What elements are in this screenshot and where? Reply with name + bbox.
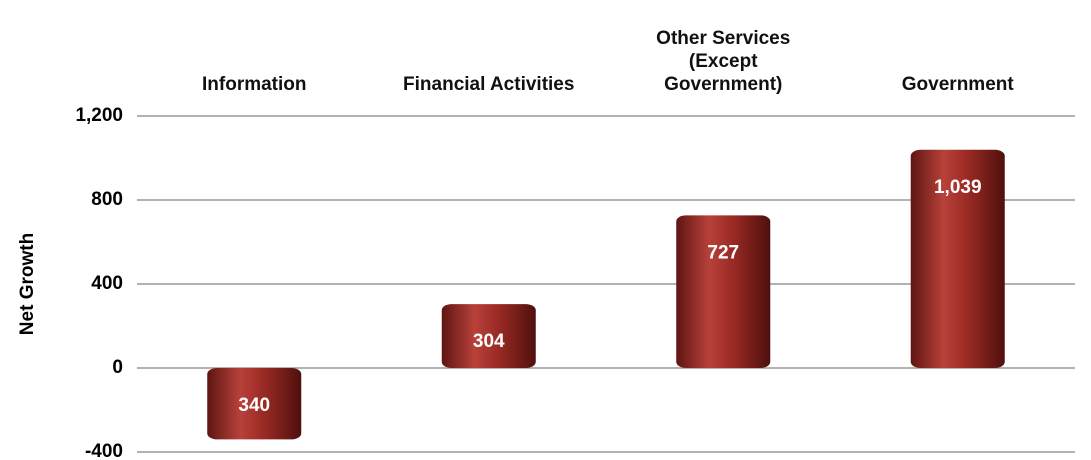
bar [441, 304, 536, 368]
y-tick-label: 400 [91, 273, 123, 294]
category-label: Other Services (Except Government) [656, 28, 791, 95]
category-label: Information [202, 74, 307, 95]
y-tick-label: 1,200 [75, 105, 123, 126]
bar [207, 368, 302, 440]
data-label: 727 [707, 242, 739, 263]
data-label: 1,039 [934, 177, 982, 198]
y-axis-label: Net Growth [17, 233, 38, 335]
category-label: Financial Activities [403, 74, 575, 95]
y-tick-label: 800 [91, 189, 123, 210]
category-label: Government [901, 74, 1014, 95]
data-label: 340 [238, 395, 270, 416]
y-tick-label: 0 [112, 357, 123, 378]
bar [910, 149, 1005, 368]
bar [676, 215, 771, 368]
data-label: 304 [473, 331, 505, 352]
y-tick-label: -400 [85, 441, 123, 460]
